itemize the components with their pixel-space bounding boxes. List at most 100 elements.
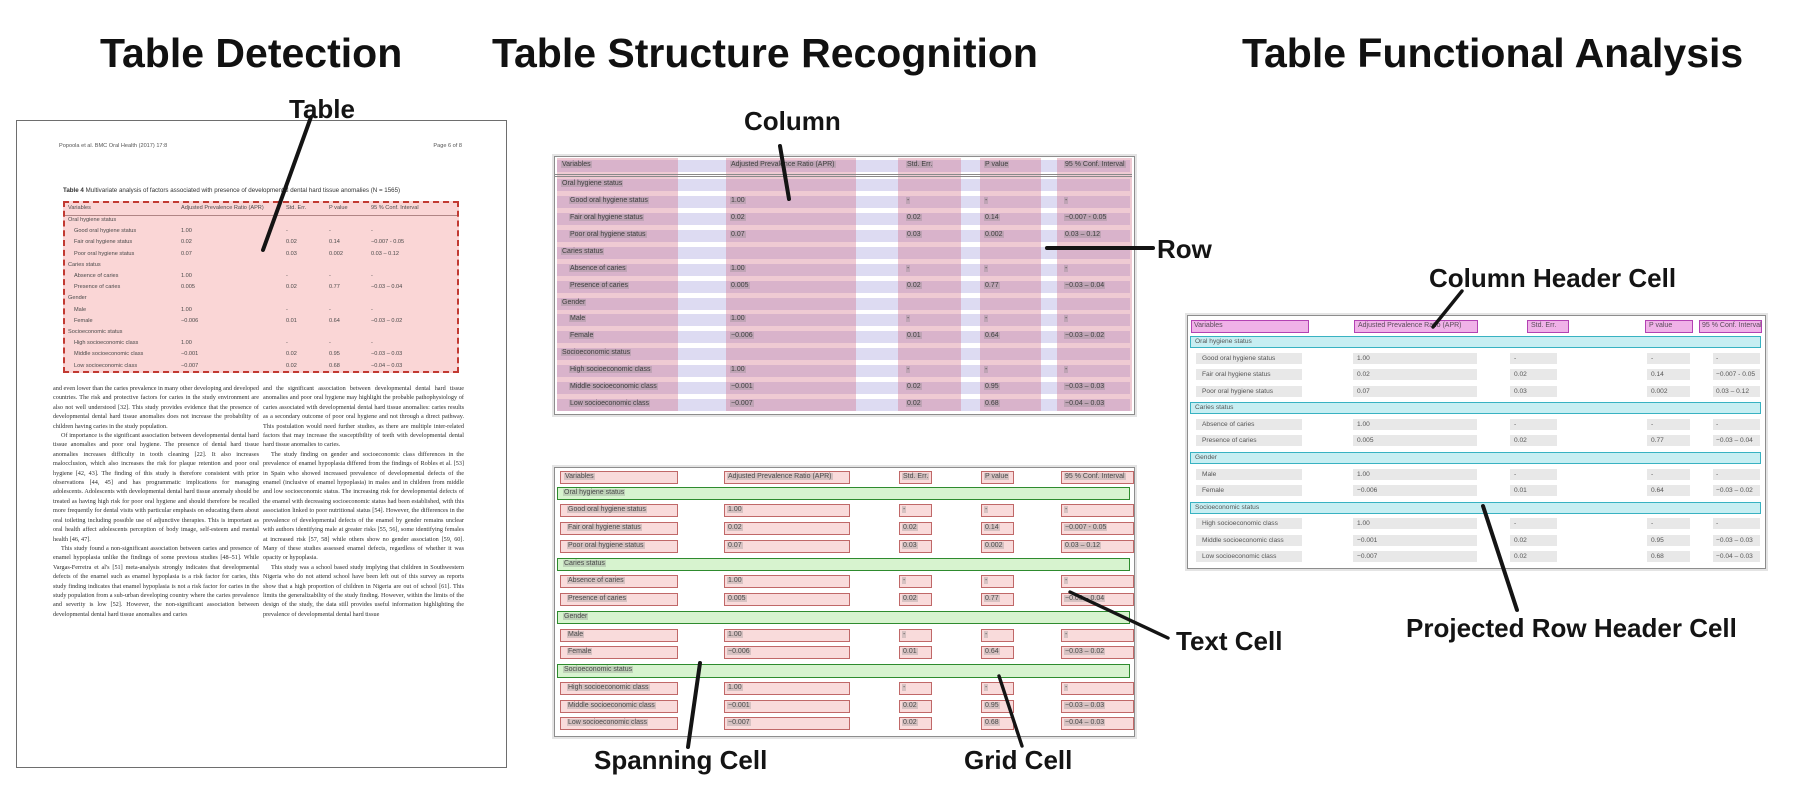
doc-table-cell: - [286,228,288,235]
section-row-text: Oral hygiene status [561,180,624,187]
value-bar [1196,485,1302,497]
doc-table-cell: −0.04 – 0.03 [371,362,403,369]
cell-text: −0.03 – 0.02 [1064,332,1106,340]
column-band [726,158,856,411]
document-paragraph: This study was a school based study impl… [263,563,464,618]
cell-text: −0.006 [1357,487,1378,495]
panel-title-table-structure-recognition: Table Structure Recognition [492,30,1038,76]
cell-text: - [1064,264,1069,272]
doc-table-cell: 0.02 [181,239,192,246]
spanning-cell-annotation-label: Spanning Cell [594,745,768,775]
doc-table-cell: - [329,228,331,235]
cell-text: 0.02 [902,701,918,709]
column-band [557,158,678,411]
cell-text: Absence of caries [1202,420,1255,428]
cell-text: 0.01 [906,332,922,340]
cell-text: Low socioeconomic class [1202,553,1277,561]
cell-text: - [1716,420,1719,428]
cell-text: 0.77 [984,281,1000,289]
text-cell [560,699,678,713]
doc-table-header-cell: Adjusted Prevalence Ratio (APR) [181,205,264,211]
value-bar [1510,551,1557,563]
grid-cell [724,681,850,695]
value-bar [1647,352,1690,364]
document-running-header: Popoola et al. BMC Oral Health (2017) 17… [59,143,168,149]
cell-text: - [906,196,911,204]
column-header-cell [1527,320,1569,333]
value-bar [1510,468,1557,480]
projected-row-header-cell [1190,402,1761,415]
cell-text: −0.001 [730,383,754,391]
cell-text: 0.64 [984,332,1000,340]
column-header-cell [1191,320,1309,333]
cell-text: - [1064,366,1069,374]
cell-text: −0.006 [727,648,751,656]
cell-text: 0.77 [1651,437,1664,445]
cell-text: 0.95 [1651,536,1664,544]
header-grid-cell [724,471,850,484]
cell-text: 0.002 [984,230,1004,238]
grid-cell [899,504,932,518]
grid-cell [724,628,850,642]
doc-table-cell: - [329,273,331,279]
cell-text: 0.95 [984,383,1000,391]
cell-text: 0.02 [906,281,922,289]
cell-text: 1.00 [727,577,743,585]
cell-text: 0.02 [727,524,743,531]
panel-title-table-detection: Table Detection [100,30,403,76]
value-bar [1196,385,1302,397]
cell-text: −0.007 [1357,553,1378,561]
row-band [557,331,1130,344]
grid-cell [1061,628,1134,642]
cell-text: 0.64 [984,648,1000,656]
grid-cell [724,717,850,731]
doc-table-cell: Absence of caries [74,273,119,279]
value-bar [1510,369,1557,381]
row-band [557,348,1130,361]
row-band [557,297,1130,310]
spanning-cell [557,610,1130,625]
text-cell [560,717,678,731]
cell-text: Good oral hygiene status [1202,354,1276,362]
grid-cell [899,522,932,535]
doc-table-cell: - [329,340,331,347]
value-bar [1713,352,1760,364]
cell-text: 0.02 [906,213,922,221]
cell-text: 0.64 [1651,487,1664,495]
cell-text: - [1064,196,1069,204]
cell-text: - [984,683,989,691]
value-bar [1647,468,1690,480]
spanning-cell-text: Gender [563,612,589,620]
column-header-text: Variables [561,161,592,168]
doc-table-cell: Fair oral hygiene status [74,239,133,246]
header-grid-cell [981,471,1014,484]
doc-table-cell: 1.00 [181,273,192,279]
cell-text: 0.03 [902,541,918,549]
projected-row-header-text: Socioeconomic status [1195,503,1260,511]
cell-text: Male [1202,470,1217,478]
grid-cell-annotation-label: Grid Cell [964,745,1073,775]
cell-text: Male [569,315,587,323]
grid-cell [724,646,850,660]
value-bar [1196,435,1302,447]
table-caption-text: Multivariate analysis of factors associa… [83,187,401,194]
doc-table-cell: - [371,273,373,279]
grid-cell [899,539,932,553]
row-band [557,229,1130,242]
column-band [980,158,1041,411]
doc-table-cell: High socioeconomic class [74,340,139,347]
doc-table-cell: Low socioeconomic class [74,362,138,369]
value-bar [1647,485,1690,497]
cell-text: 0.01 [902,648,918,656]
value-bar [1647,534,1690,546]
text-cell [560,539,678,553]
doc-table-cell: Good oral hygiene status [74,228,137,235]
value-bar [1713,418,1760,430]
doc-table-cell: −0.001 [181,351,199,358]
column-header-text: P value [984,473,1010,480]
doc-table-cell: 0.68 [329,362,340,369]
cell-text: - [1514,420,1517,428]
cell-text: 0.002 [984,541,1004,549]
cell-text: 0.005 [1357,437,1374,445]
